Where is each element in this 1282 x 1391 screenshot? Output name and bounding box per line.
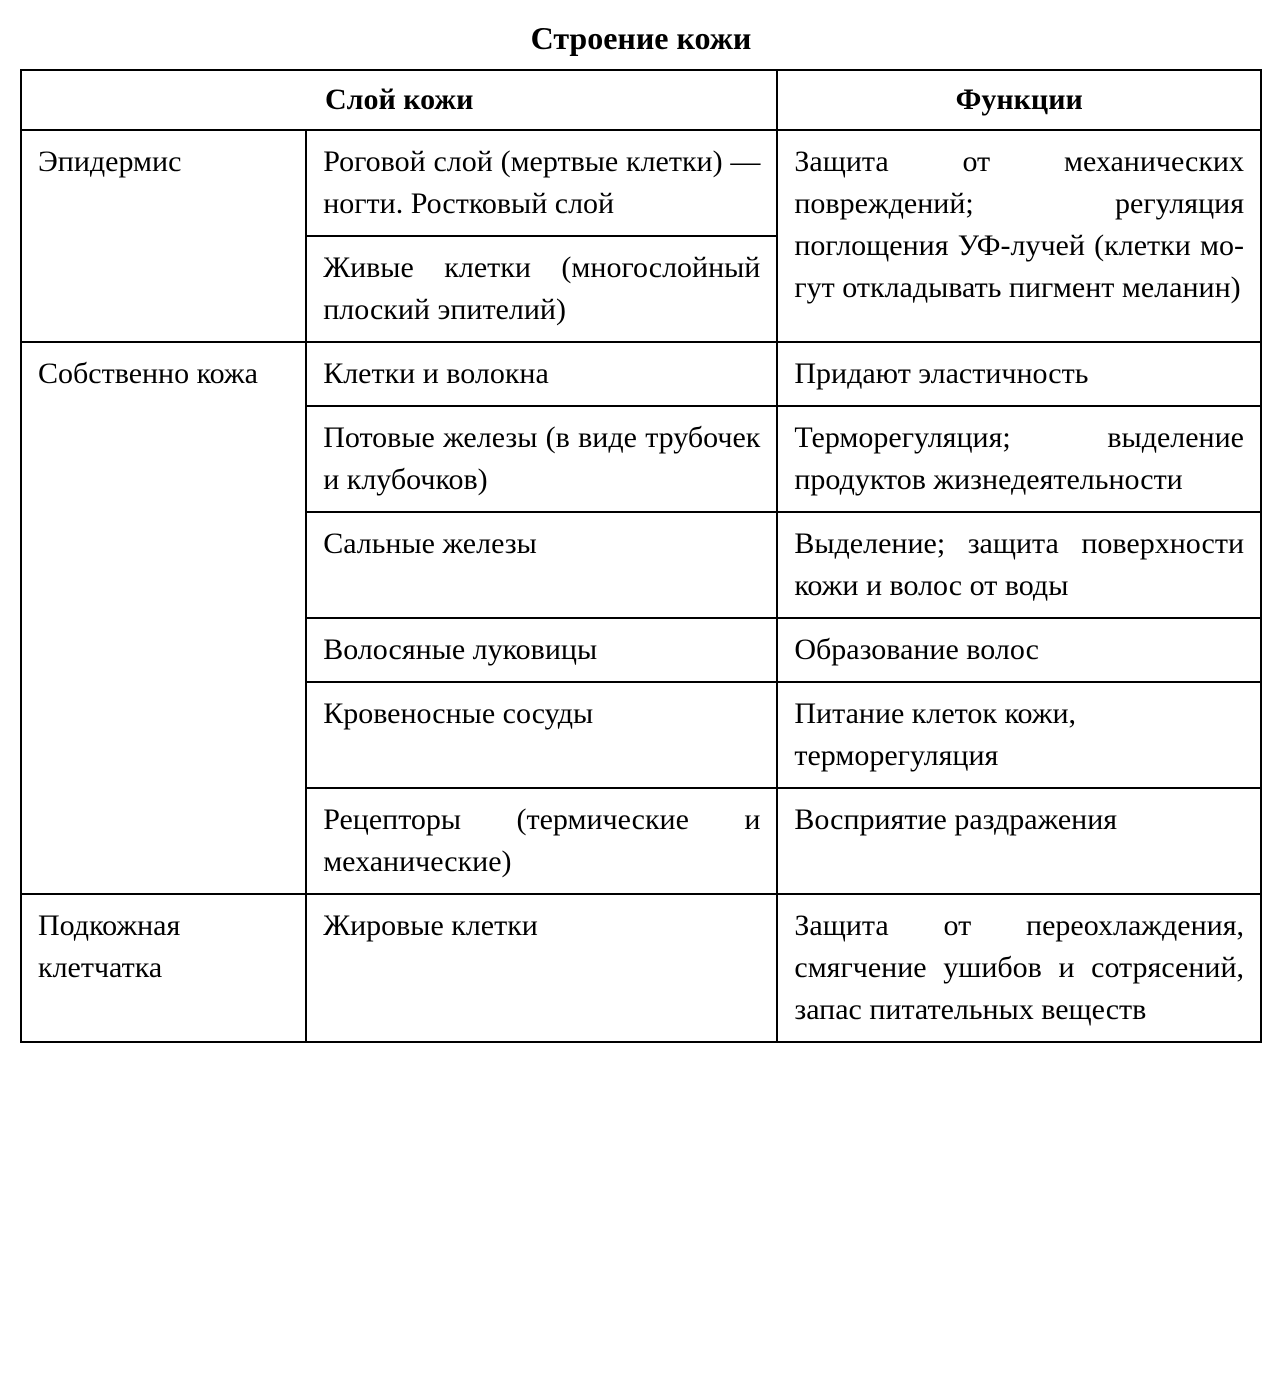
cell-hypodermis-func: Защита от переохлаж­дения, смягчение уши… (777, 894, 1261, 1042)
cell-dermis-func4: Образование волос (777, 618, 1261, 682)
cell-dermis-sub6: Рецепторы (термическ­ие и механические) (306, 788, 777, 894)
header-functions: Функции (777, 70, 1261, 130)
cell-dermis-sub1: Клетки и волокна (306, 342, 777, 406)
cell-dermis-func1: Придают эластичность (777, 342, 1261, 406)
header-layer: Слой кожи (21, 70, 777, 130)
cell-dermis-func6: Восприятие раздраже­ния (777, 788, 1261, 894)
cell-dermis-func2: Терморегуляция; выделение продуктов жизн… (777, 406, 1261, 512)
table-row: Собственно кожа Клетки и волокна Придают… (21, 342, 1261, 406)
cell-dermis-sub4: Волосяные луковицы (306, 618, 777, 682)
cell-dermis-func5: Питание клеток кожи, терморегуляция (777, 682, 1261, 788)
table-title: Строение кожи (20, 20, 1262, 57)
cell-epidermis-label: Эпидермис (21, 130, 306, 342)
cell-dermis-sub2: Потовые железы (в виде трубочек и клу­бо… (306, 406, 777, 512)
table-row: Эпидермис Роговой слой (мерт­вые клетки)… (21, 130, 1261, 236)
cell-dermis-label: Собственно кожа (21, 342, 306, 894)
cell-hypodermis-label: Подкожная клетчатка (21, 894, 306, 1042)
cell-epidermis-sub1: Роговой слой (мерт­вые клетки) — ногти. … (306, 130, 777, 236)
cell-epidermis-func: Защита от механичес­ких повреждений; ре­… (777, 130, 1261, 342)
cell-epidermis-sub2: Живые клетки (мно­гослойный плоский эпит… (306, 236, 777, 342)
table-row: Подкожная клетчатка Жировые клетки Защит… (21, 894, 1261, 1042)
cell-dermis-func3: Выделение; защита по­верхности кожи и во… (777, 512, 1261, 618)
cell-hypodermis-sub: Жировые клетки (306, 894, 777, 1042)
cell-dermis-sub5: Кровеносные сосуды (306, 682, 777, 788)
cell-dermis-sub3: Сальные железы (306, 512, 777, 618)
header-row: Слой кожи Функции (21, 70, 1261, 130)
skin-structure-table: Слой кожи Функции Эпидермис Роговой слой… (20, 69, 1262, 1043)
